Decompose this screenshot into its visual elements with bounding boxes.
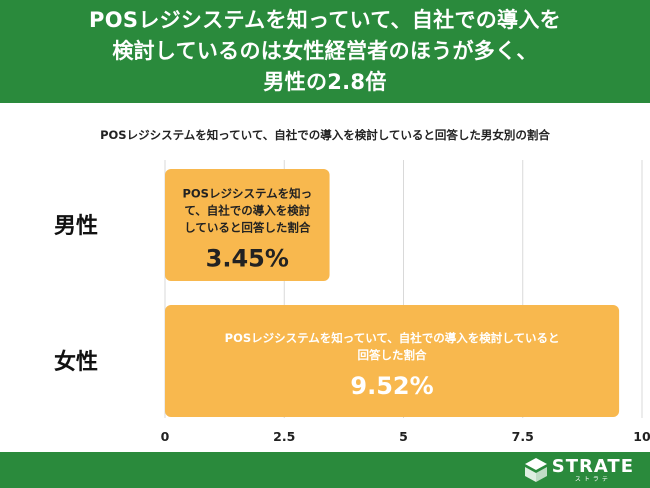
brand-name: STRATE (551, 455, 634, 477)
x-tick-label-0: 0 (161, 429, 170, 444)
bar-0 (165, 169, 330, 281)
bar-caption-1-0: POSレジシステムを知っていて、自社での導入を検討していると (225, 331, 560, 345)
headline: POSレジシステムを知っていて、自社での導入を 検討しているのは女性経営者のほう… (0, 0, 650, 98)
headline-line-3: 男性の2.8倍 (263, 70, 387, 94)
x-tick-label-2: 5 (399, 429, 408, 444)
bar-caption-0-0: POSレジシステムを知っ (182, 187, 312, 201)
category-label-0: 男性 (54, 214, 98, 239)
x-tick-label-1: 2.5 (273, 429, 295, 444)
strate-logo: STRATE ストラテ (524, 455, 634, 483)
bar-caption-0-1: て、自社での導入を検討 (184, 204, 310, 218)
category-label-1: 女性 (54, 349, 98, 375)
bar-value-label-1: 9.52% (350, 372, 433, 400)
header-banner: POSレジシステムを知っていて、自社での導入を 検討しているのは女性経営者のほう… (0, 0, 650, 103)
strate-logo-icon (524, 458, 547, 482)
headline-line-1: POSレジシステムを知っていて、自社での導入を (89, 8, 561, 32)
bar-caption-0-2: していると回答した割合 (184, 221, 311, 235)
bar-1 (165, 305, 620, 417)
bar-value-label-0: 3.45% (206, 245, 289, 273)
bar-caption-1-1: 回答した割合 (358, 348, 427, 362)
x-tick-label-3: 7.5 (512, 429, 534, 444)
footer-bar: STRATE ストラテ (0, 452, 650, 488)
x-tick-label-4: 10 (633, 429, 650, 444)
brand-sub: ストラテ (574, 475, 611, 483)
headline-line-2: 検討しているのは女性経営者のほうが多く、 (112, 39, 538, 63)
chart-title: POSレジシステムを知っていて、自社での導入を検討していると回答した男女別の割合 (100, 128, 550, 142)
